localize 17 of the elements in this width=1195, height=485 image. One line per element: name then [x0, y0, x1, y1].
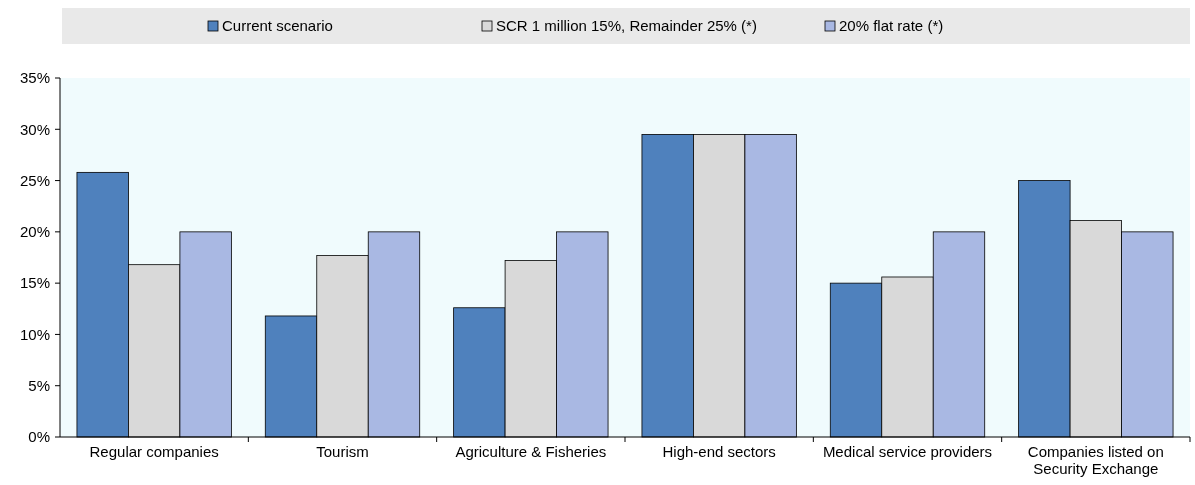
y-tick-label: 25% — [19, 171, 50, 189]
y-tick-label: 30% — [19, 120, 50, 138]
y-tick-label: 15% — [19, 274, 50, 292]
x-tick-label: Tourism — [316, 443, 369, 460]
x-tick-label: Regular companies — [89, 443, 219, 460]
legend-label: 20% flat rate (*) — [839, 17, 944, 34]
x-tick-label: Medical service providers — [822, 443, 993, 460]
x-tick-label: Companies listed on Security Exchange — [1027, 443, 1164, 477]
y-tick-label: 35% — [19, 69, 50, 87]
y-tick-label: 20% — [19, 223, 50, 241]
y-tick-label: 10% — [19, 325, 50, 343]
y-tick-label: 5% — [28, 376, 50, 394]
y-tick-label: 0% — [28, 428, 50, 446]
legend-label: Current scenario — [222, 17, 333, 34]
x-tick-label: High-end sectors — [662, 443, 776, 460]
legend-label: SCR 1 million 15%, Remainder 25% (*) — [496, 17, 757, 34]
x-tick-label: Agriculture & Fisheries — [455, 443, 607, 460]
